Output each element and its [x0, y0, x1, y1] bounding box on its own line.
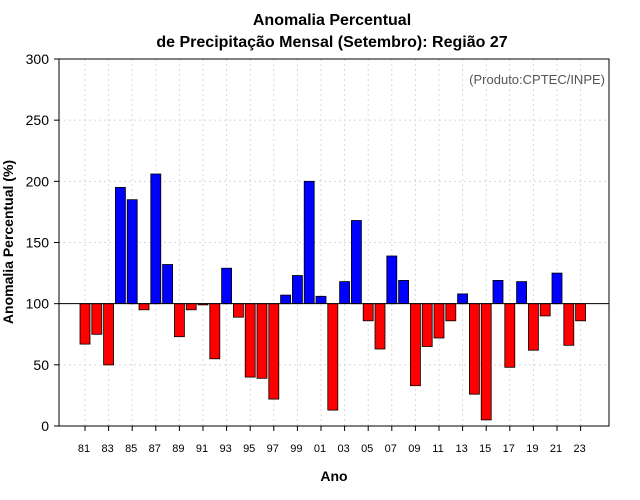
chart-title-line1: Anomalia Percentual	[253, 12, 411, 29]
credit-note: (Produto:CPTEC/INPE)	[469, 72, 605, 87]
bar-82	[91, 303, 103, 335]
x-tick-label: 89	[172, 443, 184, 455]
x-tick-label: 07	[385, 443, 397, 455]
x-tick-label: 95	[243, 443, 255, 455]
y-tick-label: 100	[26, 296, 50, 312]
x-tick-label: 17	[503, 443, 515, 455]
bar-04	[350, 220, 362, 305]
bar-87	[150, 173, 162, 305]
bar-11	[433, 303, 445, 339]
bars-layer	[79, 173, 586, 421]
x-tick-label: 09	[408, 443, 420, 455]
x-tick-label: 93	[219, 443, 231, 455]
bar-14	[468, 303, 480, 395]
bar-85	[126, 199, 138, 305]
bar-20	[539, 303, 551, 317]
bar-00	[303, 180, 315, 305]
x-tick-label: 15	[479, 443, 491, 455]
x-tick-label: 01	[314, 443, 326, 455]
x-tick-label: 87	[149, 443, 161, 455]
x-tick-label: 11	[432, 443, 443, 455]
bar-98	[280, 294, 292, 305]
bar-10	[421, 303, 433, 347]
bar-97	[268, 303, 280, 400]
grid-layer	[59, 59, 609, 426]
bar-16	[492, 279, 504, 304]
y-axis-label: Anomalia Percentual (%)	[0, 160, 16, 324]
y-tick-label: 250	[26, 112, 50, 128]
bar-01	[315, 295, 327, 304]
bar-18	[516, 281, 527, 305]
bar-06	[374, 303, 386, 350]
bar-94	[232, 303, 244, 318]
x-tick-label: 05	[361, 443, 373, 455]
x-tick-label: 13	[455, 443, 467, 455]
bar-92	[209, 303, 221, 360]
bar-88	[162, 264, 174, 304]
bar-08	[398, 279, 410, 304]
y-tick-label: 200	[26, 173, 50, 189]
bar-89	[173, 303, 185, 338]
x-tick-label: 21	[550, 443, 562, 455]
bar-90	[185, 303, 197, 311]
x-tick-label: 03	[337, 443, 349, 455]
x-tick-label: 99	[290, 443, 302, 455]
y-tick-label: 300	[26, 51, 50, 67]
bar-09	[409, 303, 421, 387]
x-axis-label: Ano	[320, 468, 347, 484]
bar-96	[256, 303, 268, 379]
bar-12	[445, 303, 457, 322]
x-tick-label: 91	[196, 443, 208, 455]
bar-02	[327, 303, 339, 411]
bar-15	[480, 303, 492, 421]
bar-83	[103, 303, 114, 366]
bar-03	[339, 281, 351, 305]
x-tick-label: 81	[78, 443, 90, 455]
bar-99	[291, 275, 303, 305]
bar-86	[138, 303, 150, 311]
bar-21	[551, 272, 563, 305]
x-tick-label: 85	[125, 443, 137, 455]
bar-22	[563, 303, 575, 346]
bar-07	[386, 255, 398, 305]
bar-81	[79, 303, 91, 345]
bar-95	[244, 303, 256, 378]
y-tick-label: 0	[41, 418, 49, 434]
bar-19	[528, 303, 539, 351]
bar-93	[221, 267, 233, 305]
y-tick-label: 50	[33, 357, 49, 373]
bar-05	[362, 303, 374, 322]
x-tick-label: 83	[101, 443, 113, 455]
bar-84	[115, 186, 126, 304]
bar-13	[457, 293, 469, 305]
x-tick-label: 97	[267, 443, 279, 455]
y-tick-label: 150	[26, 235, 50, 251]
bar-17	[504, 303, 516, 368]
chart-title-line2: de Precipitação Mensal (Setembro): Regiã…	[156, 34, 507, 51]
x-tick-label: 23	[573, 443, 585, 455]
x-tick-label: 19	[526, 443, 538, 455]
bar-23	[575, 303, 586, 322]
